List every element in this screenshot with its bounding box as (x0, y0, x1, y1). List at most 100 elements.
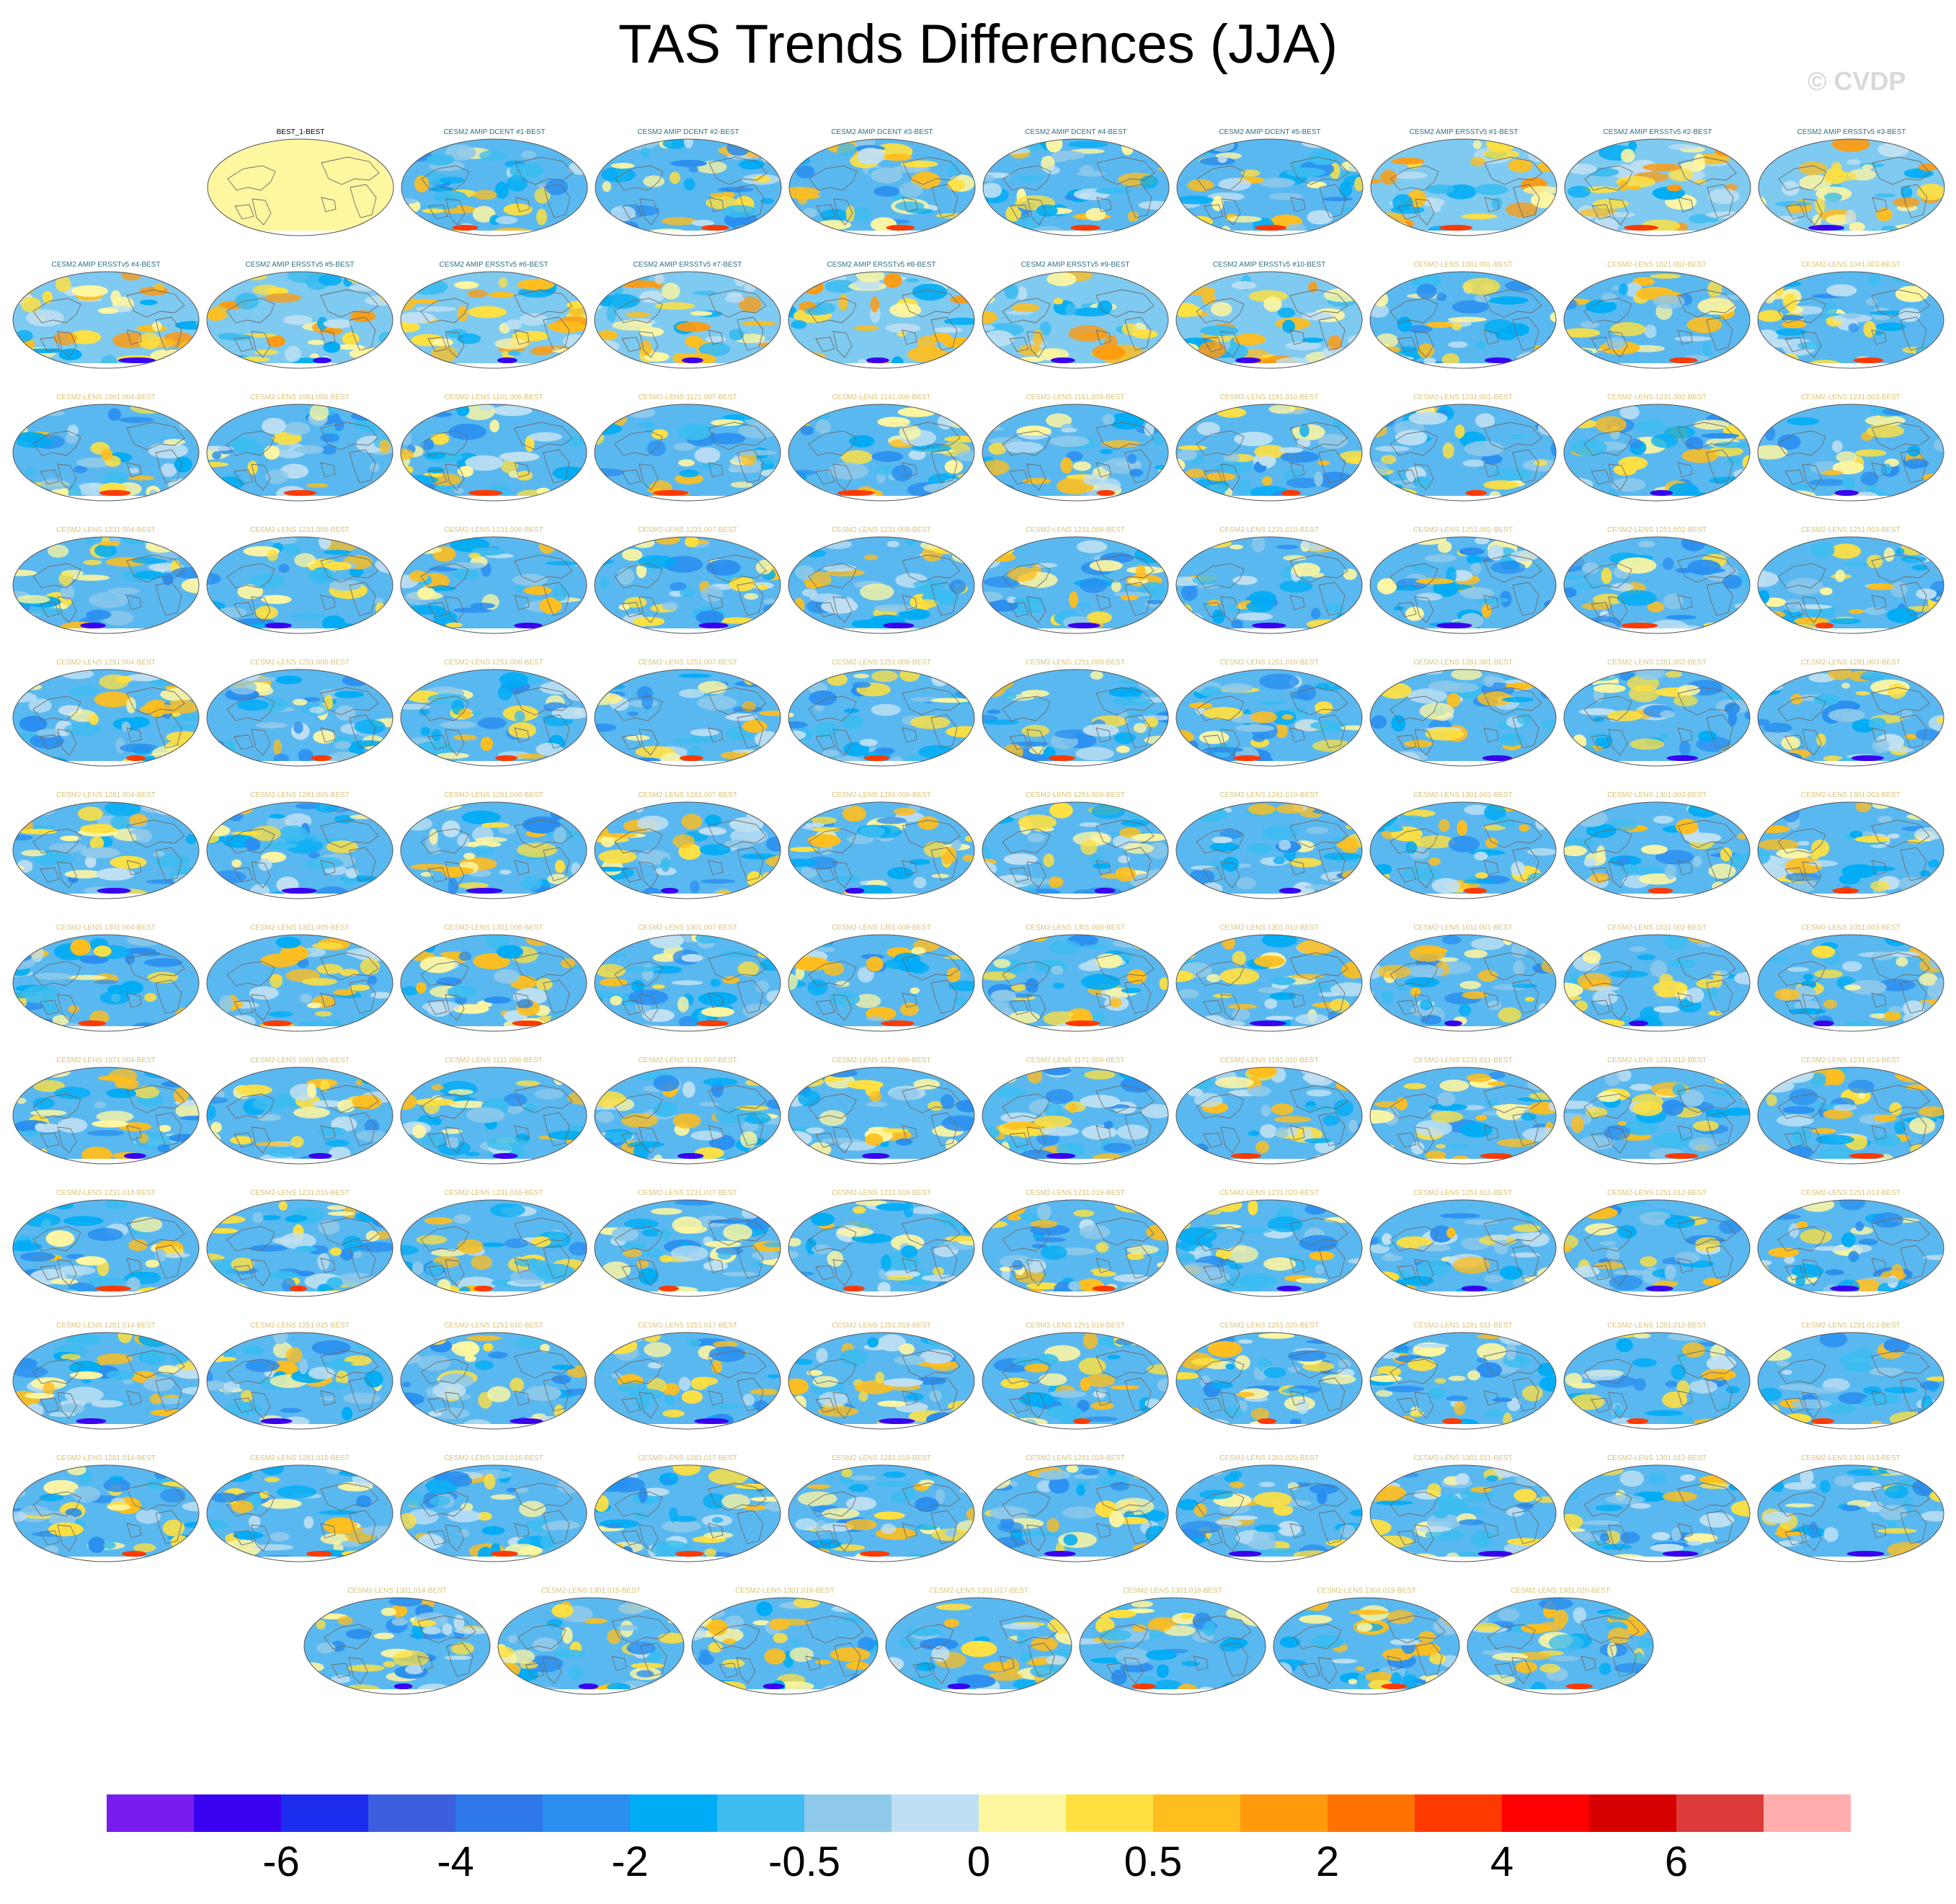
coastline (1026, 596, 1046, 623)
coastline (251, 994, 271, 1021)
trend-patch (690, 311, 713, 316)
map-globe (400, 536, 587, 634)
trend-patch (1198, 341, 1226, 359)
trend-patch (1331, 1149, 1361, 1161)
trend-patch (503, 203, 533, 215)
map-globe (982, 404, 1169, 502)
trend-patch (1126, 1245, 1159, 1255)
trend-patch (323, 341, 341, 353)
trend-patch (805, 822, 824, 828)
trend-patch (1212, 836, 1232, 843)
trend-patch (401, 204, 409, 221)
map-globe (982, 271, 1169, 369)
trend-patch (1186, 539, 1201, 554)
trend-patch (535, 978, 553, 991)
trend-patch (1241, 169, 1261, 177)
trend-patch (1370, 1110, 1395, 1124)
map-globe (1369, 1067, 1557, 1165)
trend-patch (1113, 732, 1136, 744)
trend-patch (1250, 711, 1278, 724)
trend-patch (1441, 353, 1459, 367)
trend-patch (759, 711, 781, 716)
trend-patch (1708, 863, 1736, 879)
coastline (1415, 198, 1435, 226)
coastline (832, 463, 853, 491)
missing-data-band (595, 1026, 781, 1031)
trend-patch (1887, 683, 1907, 699)
trend-patch (1159, 977, 1168, 990)
coastline (40, 1132, 60, 1148)
map-panel-title: CESM2-LENS 1181.010-BEST (1219, 393, 1319, 401)
trend-patch (1084, 1070, 1116, 1080)
trend-patch (1849, 830, 1863, 839)
trend-patch (885, 323, 921, 333)
coastline (126, 595, 142, 610)
trend-patch (494, 338, 528, 350)
missing-data-band (788, 761, 974, 766)
coastline (1002, 961, 1051, 987)
trend-patch (1758, 669, 1762, 681)
trend-patch (1077, 333, 1109, 339)
trend-patch (1214, 1077, 1254, 1089)
polar-anomaly (1808, 225, 1845, 231)
map-globe (400, 1067, 587, 1165)
coastline (621, 867, 641, 883)
trend-patch (401, 1018, 422, 1031)
missing-data-band (595, 231, 781, 236)
trend-patch (1550, 440, 1556, 457)
trend-patch (865, 1133, 884, 1146)
trend-patch (1632, 1101, 1663, 1116)
trend-patch (639, 290, 664, 303)
polar-anomaly (94, 1286, 132, 1291)
trend-patch (639, 339, 652, 357)
map-panel: CESM2 AMIP ERSSTv5 #1-BEST (1369, 128, 1558, 238)
trend-patch (1280, 450, 1320, 463)
trend-patch (1719, 674, 1733, 684)
map-border (206, 934, 394, 1032)
trend-patch (1763, 722, 1792, 733)
trend-patch (740, 1131, 757, 1148)
coastline (514, 1258, 530, 1273)
missing-data-band (1758, 628, 1944, 633)
trend-patch (595, 990, 615, 998)
trend-patch (710, 192, 726, 197)
trend-patch (1103, 1121, 1113, 1129)
trend-patch (825, 1069, 858, 1077)
trend-patch (899, 182, 923, 198)
trend-patch (1511, 434, 1525, 440)
trend-patch (672, 1113, 701, 1129)
trend-patch (1231, 281, 1257, 290)
trend-patch (1570, 439, 1607, 456)
trend-patch (1439, 1080, 1470, 1092)
map-panel-title: CESM2-LENS 1121.007-BEST (638, 393, 737, 401)
trend-patch (719, 617, 755, 624)
trend-patch (155, 1248, 166, 1262)
trend-patch (913, 579, 947, 590)
trend-patch (488, 292, 515, 298)
trend-patch (1088, 854, 1104, 863)
trend-patch (688, 166, 698, 173)
map-panel-title: CESM2 AMIP DCENT #1-BEST (443, 128, 546, 136)
trend-patch (941, 1115, 974, 1131)
trend-patch (897, 407, 936, 417)
trend-patch (956, 754, 974, 763)
coastline (1483, 687, 1542, 716)
trend-patch (551, 707, 587, 719)
coastline (226, 961, 275, 987)
coastline (421, 165, 470, 191)
trend-patch (1730, 1154, 1744, 1164)
trend-patch (436, 752, 469, 759)
coastline (737, 714, 764, 749)
coastline (1318, 979, 1346, 1014)
trend-patch (1436, 293, 1447, 301)
coastline (428, 204, 448, 220)
trend-patch (906, 278, 920, 283)
coastline (1289, 1125, 1305, 1141)
trend-patch (1176, 484, 1190, 492)
trend-patch (797, 192, 808, 205)
trend-patch (1786, 295, 1797, 312)
trend-patch (1342, 484, 1362, 494)
trend-patch (889, 1087, 920, 1101)
trend-patch (717, 1252, 732, 1260)
map-border (594, 801, 781, 899)
